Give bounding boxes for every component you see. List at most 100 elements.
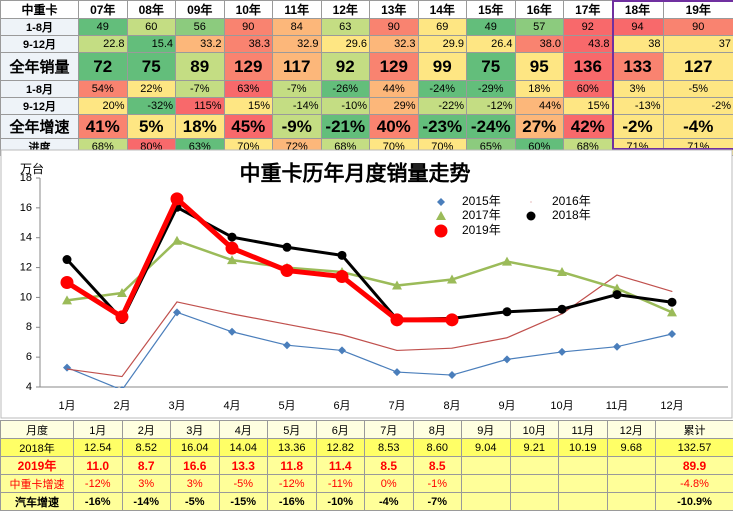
header-cell: 10年 <box>224 1 273 19</box>
header-cell: 16年 <box>515 1 564 19</box>
table-row: 汽车增速-16%-14%-5%-15%-16%-10%-4%-7%-10.9% <box>1 493 733 511</box>
cell: 38.3 <box>224 36 273 53</box>
y-tick-label: 6 <box>26 351 32 363</box>
empty-cell <box>510 457 559 475</box>
cell: 32.3 <box>370 36 419 53</box>
point <box>283 243 292 252</box>
cell: 60% <box>564 81 613 98</box>
header-cell: 08年 <box>127 1 176 19</box>
cell: 42% <box>564 115 613 139</box>
cell: -5% <box>171 493 220 511</box>
header-cell: 8月 <box>413 421 462 439</box>
cell: 43.8 <box>564 36 613 53</box>
empty-cell <box>462 475 511 493</box>
legend-marker <box>435 225 448 238</box>
cell: 37 <box>663 36 733 53</box>
cell: 41% <box>79 115 128 139</box>
legend-label: 2017年 <box>462 208 501 222</box>
cell: 11.0 <box>74 457 123 475</box>
cell: -16% <box>268 493 317 511</box>
empty-cell <box>559 475 608 493</box>
chart-title: 中重卡历年月度销量走势 <box>240 162 471 186</box>
cell: 69 <box>418 19 467 36</box>
point <box>668 298 677 307</box>
cell: 72 <box>79 53 128 81</box>
x-tick-label: 6月 <box>333 400 350 412</box>
cell: 12.82 <box>316 439 365 457</box>
cell: -4% <box>663 115 733 139</box>
cell: 32.9 <box>273 36 322 53</box>
cell: 3% <box>171 475 220 493</box>
row-label: 汽车增速 <box>1 493 74 511</box>
cell: -13% <box>612 98 663 115</box>
empty-cell <box>607 493 656 511</box>
cell: 22.8 <box>79 36 128 53</box>
cell: 90 <box>663 19 733 36</box>
cell: 11.8 <box>268 457 317 475</box>
point <box>452 348 453 349</box>
header-cell: 1月 <box>74 421 123 439</box>
cell: 0% <box>365 475 414 493</box>
x-tick-label: 11月 <box>606 400 628 412</box>
cell: 75 <box>127 53 176 81</box>
header-cell: 12月 <box>607 421 656 439</box>
cell: 15.4 <box>127 36 176 53</box>
point <box>503 307 512 316</box>
cell: -5% <box>663 81 733 98</box>
point <box>672 291 673 292</box>
table-row: 中重卡增速-12%3%3%-5%-12%-11%0%-1%-4.8% <box>1 475 733 493</box>
cell: 8.7 <box>122 457 171 475</box>
row-label: 中重卡增速 <box>1 475 74 493</box>
empty-cell <box>607 475 656 493</box>
cell: 90 <box>224 19 273 36</box>
x-tick-label: 2月 <box>113 400 130 412</box>
cell: 5% <box>127 115 176 139</box>
header-cell: 15年 <box>467 1 516 19</box>
cell: 40% <box>370 115 419 139</box>
cell: 92 <box>564 19 613 36</box>
cell: 18% <box>176 115 225 139</box>
cell: -24% <box>467 115 516 139</box>
cell: 84 <box>273 19 322 36</box>
cell: -9% <box>273 115 322 139</box>
cell: 16.04 <box>171 439 220 457</box>
empty-cell <box>462 457 511 475</box>
cell: -10.9% <box>656 493 733 511</box>
point <box>232 313 233 314</box>
point <box>67 369 68 370</box>
empty-cell <box>559 493 608 511</box>
cell: 54% <box>79 81 128 98</box>
cell: 26.4 <box>467 36 516 53</box>
cell: 9.68 <box>607 439 656 457</box>
header-cell: 3月 <box>171 421 220 439</box>
cell: -21% <box>321 115 370 139</box>
x-tick-label: 10月 <box>550 400 573 412</box>
header-cell: 14年 <box>418 1 467 19</box>
row-label: 9-12月 <box>1 36 79 53</box>
header-cell: 7月 <box>365 421 414 439</box>
cell: 57 <box>515 19 564 36</box>
legend-marker <box>531 202 532 203</box>
cell: 89.9 <box>656 457 733 475</box>
cell: 63 <box>321 19 370 36</box>
cell: -10% <box>321 98 370 115</box>
cell: -23% <box>418 115 467 139</box>
cell: -7% <box>413 493 462 511</box>
row-label: 全年增速 <box>1 115 79 139</box>
legend-label: 2018年 <box>552 208 591 222</box>
legend-label: 2015年 <box>462 194 501 208</box>
cell: 89 <box>176 53 225 81</box>
point <box>281 264 294 277</box>
cell: 136 <box>564 53 613 81</box>
cell: 20% <box>79 98 128 115</box>
point <box>61 276 74 289</box>
header-cell: 12年 <box>321 1 370 19</box>
cell: -10% <box>316 493 365 511</box>
cell: 10.19 <box>559 439 608 457</box>
